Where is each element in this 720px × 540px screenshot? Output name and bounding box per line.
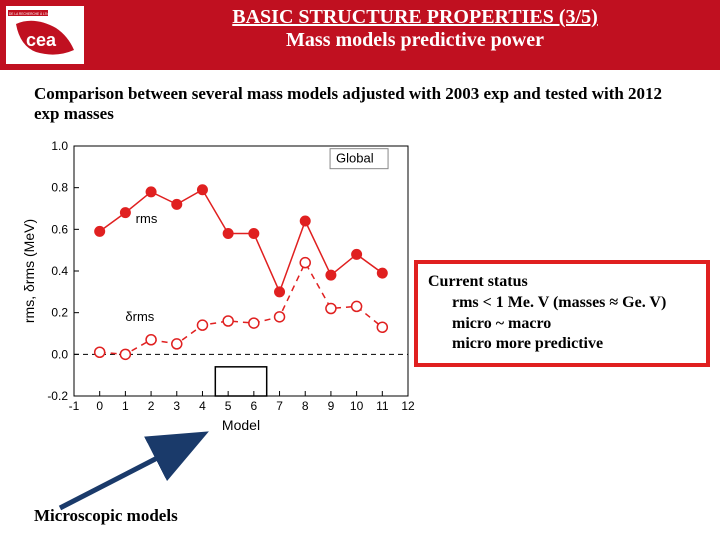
svg-text:0.8: 0.8 bbox=[51, 181, 68, 195]
svg-text:7: 7 bbox=[276, 399, 283, 413]
status-heading: Current status bbox=[428, 272, 696, 293]
status-box: Current status rms < 1 Me. V (masses ≈ G… bbox=[414, 260, 710, 367]
svg-text:10: 10 bbox=[350, 399, 364, 413]
svg-text:8: 8 bbox=[302, 399, 309, 413]
svg-text:cea: cea bbox=[26, 30, 57, 50]
svg-text:0.2: 0.2 bbox=[51, 306, 68, 320]
title-line2: Mass models predictive power bbox=[120, 29, 710, 52]
svg-text:0.6: 0.6 bbox=[51, 222, 68, 236]
header-bar: DE LA RECHERCHE À L'INDUSTRIE cea BASIC … bbox=[0, 0, 720, 70]
svg-text:6: 6 bbox=[251, 399, 258, 413]
title-line1: BASIC STRUCTURE PROPERTIES (3/5) bbox=[120, 6, 710, 29]
svg-text:Global: Global bbox=[336, 151, 374, 166]
svg-text:0: 0 bbox=[96, 399, 103, 413]
svg-text:9: 9 bbox=[328, 399, 335, 413]
svg-text:δrms: δrms bbox=[125, 309, 154, 324]
status-line-3: micro more predictive bbox=[428, 334, 696, 355]
chart-svg: -10123456789101112-0.20.00.20.40.60.81.0… bbox=[18, 136, 418, 436]
svg-text:-0.2: -0.2 bbox=[47, 389, 68, 403]
svg-text:2: 2 bbox=[148, 399, 155, 413]
svg-text:1.0: 1.0 bbox=[51, 139, 68, 153]
title-block: BASIC STRUCTURE PROPERTIES (3/5) Mass mo… bbox=[120, 6, 710, 52]
logo-tagline-text: DE LA RECHERCHE À L'INDUSTRIE bbox=[9, 12, 63, 16]
svg-text:rms: rms bbox=[136, 211, 158, 226]
svg-text:12: 12 bbox=[401, 399, 415, 413]
svg-text:0.0: 0.0 bbox=[51, 347, 68, 361]
svg-text:0.4: 0.4 bbox=[51, 264, 68, 278]
svg-text:rms, δrms (MeV): rms, δrms (MeV) bbox=[21, 219, 37, 323]
svg-text:-1: -1 bbox=[69, 399, 80, 413]
svg-text:3: 3 bbox=[173, 399, 180, 413]
microscopic-label: Microscopic models bbox=[34, 506, 178, 526]
svg-text:1: 1 bbox=[122, 399, 129, 413]
subtitle-text: Comparison between several mass models a… bbox=[34, 84, 674, 125]
cea-logo: DE LA RECHERCHE À L'INDUSTRIE cea bbox=[6, 6, 84, 64]
status-line-2: micro ~ macro bbox=[428, 314, 696, 335]
svg-text:4: 4 bbox=[199, 399, 206, 413]
chart-container: -10123456789101112-0.20.00.20.40.60.81.0… bbox=[18, 136, 418, 436]
status-line-1: rms < 1 Me. V (masses ≈ Ge. V) bbox=[428, 293, 696, 314]
svg-text:11: 11 bbox=[376, 399, 389, 413]
svg-text:5: 5 bbox=[225, 399, 232, 413]
